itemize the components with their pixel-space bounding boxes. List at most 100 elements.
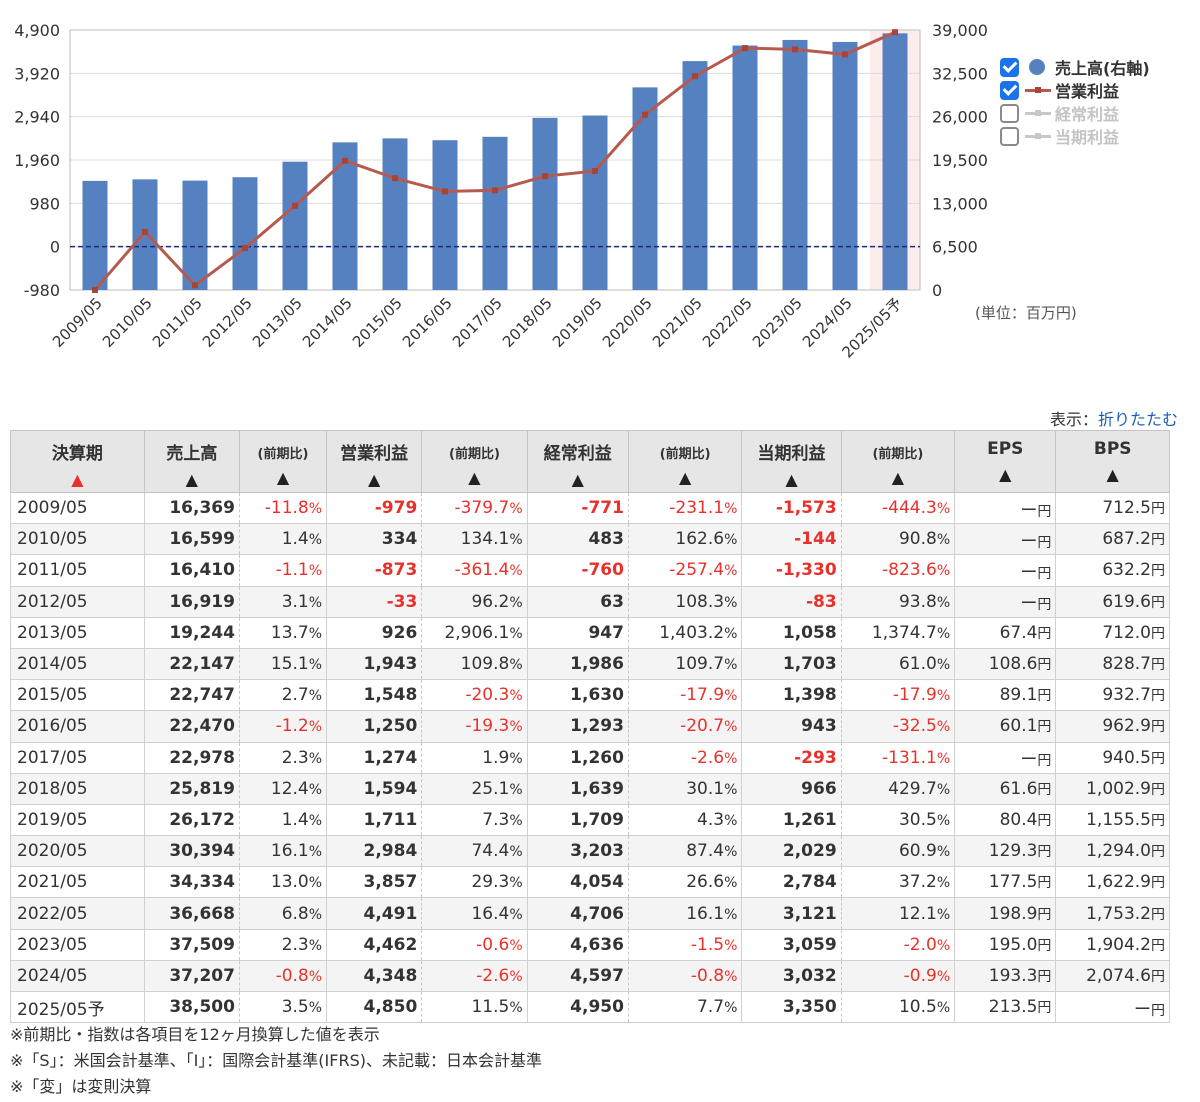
sort-triangle-icon[interactable]: ▲: [185, 470, 198, 489]
cell-value: 60.9: [898, 841, 937, 862]
cell-value: 80.4: [999, 809, 1038, 830]
category-label: 2018/05: [499, 294, 556, 351]
table-row: 2020/05 30,394 16.1% 2,984 74.4% 3,203 87.4% 2,…: [10, 835, 1170, 868]
sort-triangle-icon[interactable]: ▲: [571, 470, 584, 489]
sort-triangle-icon[interactable]: ▲: [468, 468, 481, 487]
cell-value: -0.6: [476, 934, 510, 955]
table-cell: 1,374.7%: [840, 616, 956, 649]
percent-suffix: %: [936, 625, 951, 642]
cell-value: -11.8: [264, 498, 309, 519]
cell-value: 109.7: [675, 654, 725, 675]
cell-value: -20.7: [680, 716, 725, 737]
cell-value: 109.8: [460, 654, 510, 675]
column-header[interactable]: EPS ▲: [954, 430, 1057, 493]
sort-triangle-icon[interactable]: ▲: [999, 465, 1012, 484]
cell-value: 483: [588, 529, 624, 550]
legend-item[interactable]: 営業利益: [1000, 79, 1200, 101]
column-header-label: BPS: [1093, 439, 1132, 459]
column-header[interactable]: 経常利益 ▲: [526, 430, 629, 493]
table-row: 2017/05 22,978 2.3% 1,274 1.9% 1,260 -2.6% -293…: [10, 741, 1170, 774]
cell-value: 2,784: [782, 872, 837, 893]
legend-item[interactable]: 経常利益: [1000, 102, 1200, 124]
cell-value: 1,403.2: [659, 622, 725, 643]
table-cell: -1.2%: [238, 710, 328, 743]
sort-triangle-icon[interactable]: ▲: [71, 470, 84, 489]
legend-checkbox[interactable]: [1000, 126, 1019, 146]
category-label: 2011/05: [149, 294, 206, 351]
column-header[interactable]: (前期比) ▲: [840, 430, 956, 493]
column-header[interactable]: (前期比) ▲: [627, 430, 743, 493]
collapse-link[interactable]: 折りたたむ: [1097, 410, 1178, 429]
column-header[interactable]: 営業利益 ▲: [326, 430, 423, 493]
sort-triangle-icon[interactable]: ▲: [785, 470, 798, 489]
cell-value: 3,059: [782, 934, 837, 955]
column-header[interactable]: 売上高 ▲: [143, 430, 240, 493]
footnotes: ※前期比・指数は各項目を12ヶ月換算した値を表示 ※「S」：米国会計基準、「I」…: [10, 1022, 542, 1100]
legend-line-icon: [1025, 104, 1051, 122]
cell-value: 1,058: [782, 622, 837, 643]
percent-suffix: %: [509, 906, 523, 923]
column-header[interactable]: 当期利益 ▲: [741, 430, 842, 493]
table-cell: 1,294.0円: [1055, 835, 1170, 868]
bar-sales: [732, 45, 758, 291]
column-header[interactable]: (前期比) ▲: [238, 430, 328, 493]
legend-item[interactable]: 当期利益: [1000, 125, 1200, 147]
column-header[interactable]: (前期比) ▲: [421, 430, 528, 493]
table-cell: 4,348: [326, 959, 422, 993]
cell-value: 2022/05: [17, 903, 88, 924]
percent-suffix: %: [936, 688, 951, 705]
left-axis-tick: 980: [29, 194, 60, 213]
cell-value: 2024/05: [17, 965, 88, 986]
table-cell: -17.9%: [627, 679, 743, 712]
cell-value: 2,906.1: [444, 622, 510, 643]
sort-triangle-icon[interactable]: ▲: [891, 468, 905, 487]
cell-value: 16.1: [686, 903, 725, 924]
cell-value: -1.1: [275, 560, 309, 581]
cell-value: 4,950: [570, 997, 624, 1018]
cell-value: 2025/05予: [17, 999, 105, 1020]
sort-triangle-icon[interactable]: ▲: [368, 470, 381, 489]
cell-value: -2.6: [690, 747, 725, 768]
legend-checkbox[interactable]: [1000, 57, 1019, 77]
legend-item[interactable]: 売上高(右軸): [1000, 56, 1200, 78]
table-cell: 61.0%: [840, 647, 956, 681]
cell-value: 213.5: [988, 997, 1038, 1018]
sort-triangle-icon[interactable]: ▲: [679, 468, 692, 487]
right-axis-tick: 13,000: [932, 194, 988, 213]
point-operating-profit: [442, 188, 448, 195]
cell-value: 2,029: [782, 841, 837, 862]
point-operating-profit: [292, 202, 298, 209]
cell-value: 4,054: [570, 872, 624, 893]
table-cell: 962.9円: [1055, 710, 1170, 743]
cell-value: 61.0: [898, 654, 937, 675]
legend-checkbox[interactable]: [1000, 80, 1019, 100]
point-operating-profit: [92, 286, 98, 293]
legend-checkbox[interactable]: [1000, 103, 1019, 123]
percent-suffix: %: [509, 812, 523, 829]
sort-triangle-icon[interactable]: ▲: [1106, 465, 1119, 484]
column-header[interactable]: BPS ▲: [1055, 430, 1170, 493]
table-cell: -361.4%: [421, 554, 528, 587]
cell-value: 962.9: [1102, 716, 1151, 737]
table-cell: 11.5%: [421, 990, 528, 1024]
table-cell: 2014/05: [10, 647, 145, 681]
column-header[interactable]: 決算期 ▲: [10, 430, 145, 493]
table-cell: 1,711: [326, 803, 422, 837]
sort-triangle-icon[interactable]: ▲: [276, 468, 290, 487]
cell-value: 1.4: [281, 809, 309, 830]
cell-value: 1,753.2: [1086, 903, 1151, 924]
cell-value: 30.1: [686, 778, 725, 799]
table-cell: 687.2円: [1055, 523, 1170, 556]
table-row: 2024/05 37,207 -0.8% 4,348 -2.6% 4,597 -0.8% 3,…: [10, 959, 1170, 993]
cell-value: -144: [794, 529, 837, 550]
table-cell: 966: [741, 772, 842, 805]
cell-value: 2021/05: [17, 872, 88, 893]
percent-suffix: %: [308, 625, 323, 642]
cell-value: 37.2: [898, 872, 937, 893]
table-cell: -32.5%: [840, 710, 956, 743]
percent-suffix: %: [724, 875, 738, 892]
bar-sales: [682, 61, 708, 291]
cell-value: -231.1: [669, 498, 725, 519]
table-cell: 1,622.9円: [1055, 866, 1170, 899]
cell-value: -2.6: [476, 965, 510, 986]
